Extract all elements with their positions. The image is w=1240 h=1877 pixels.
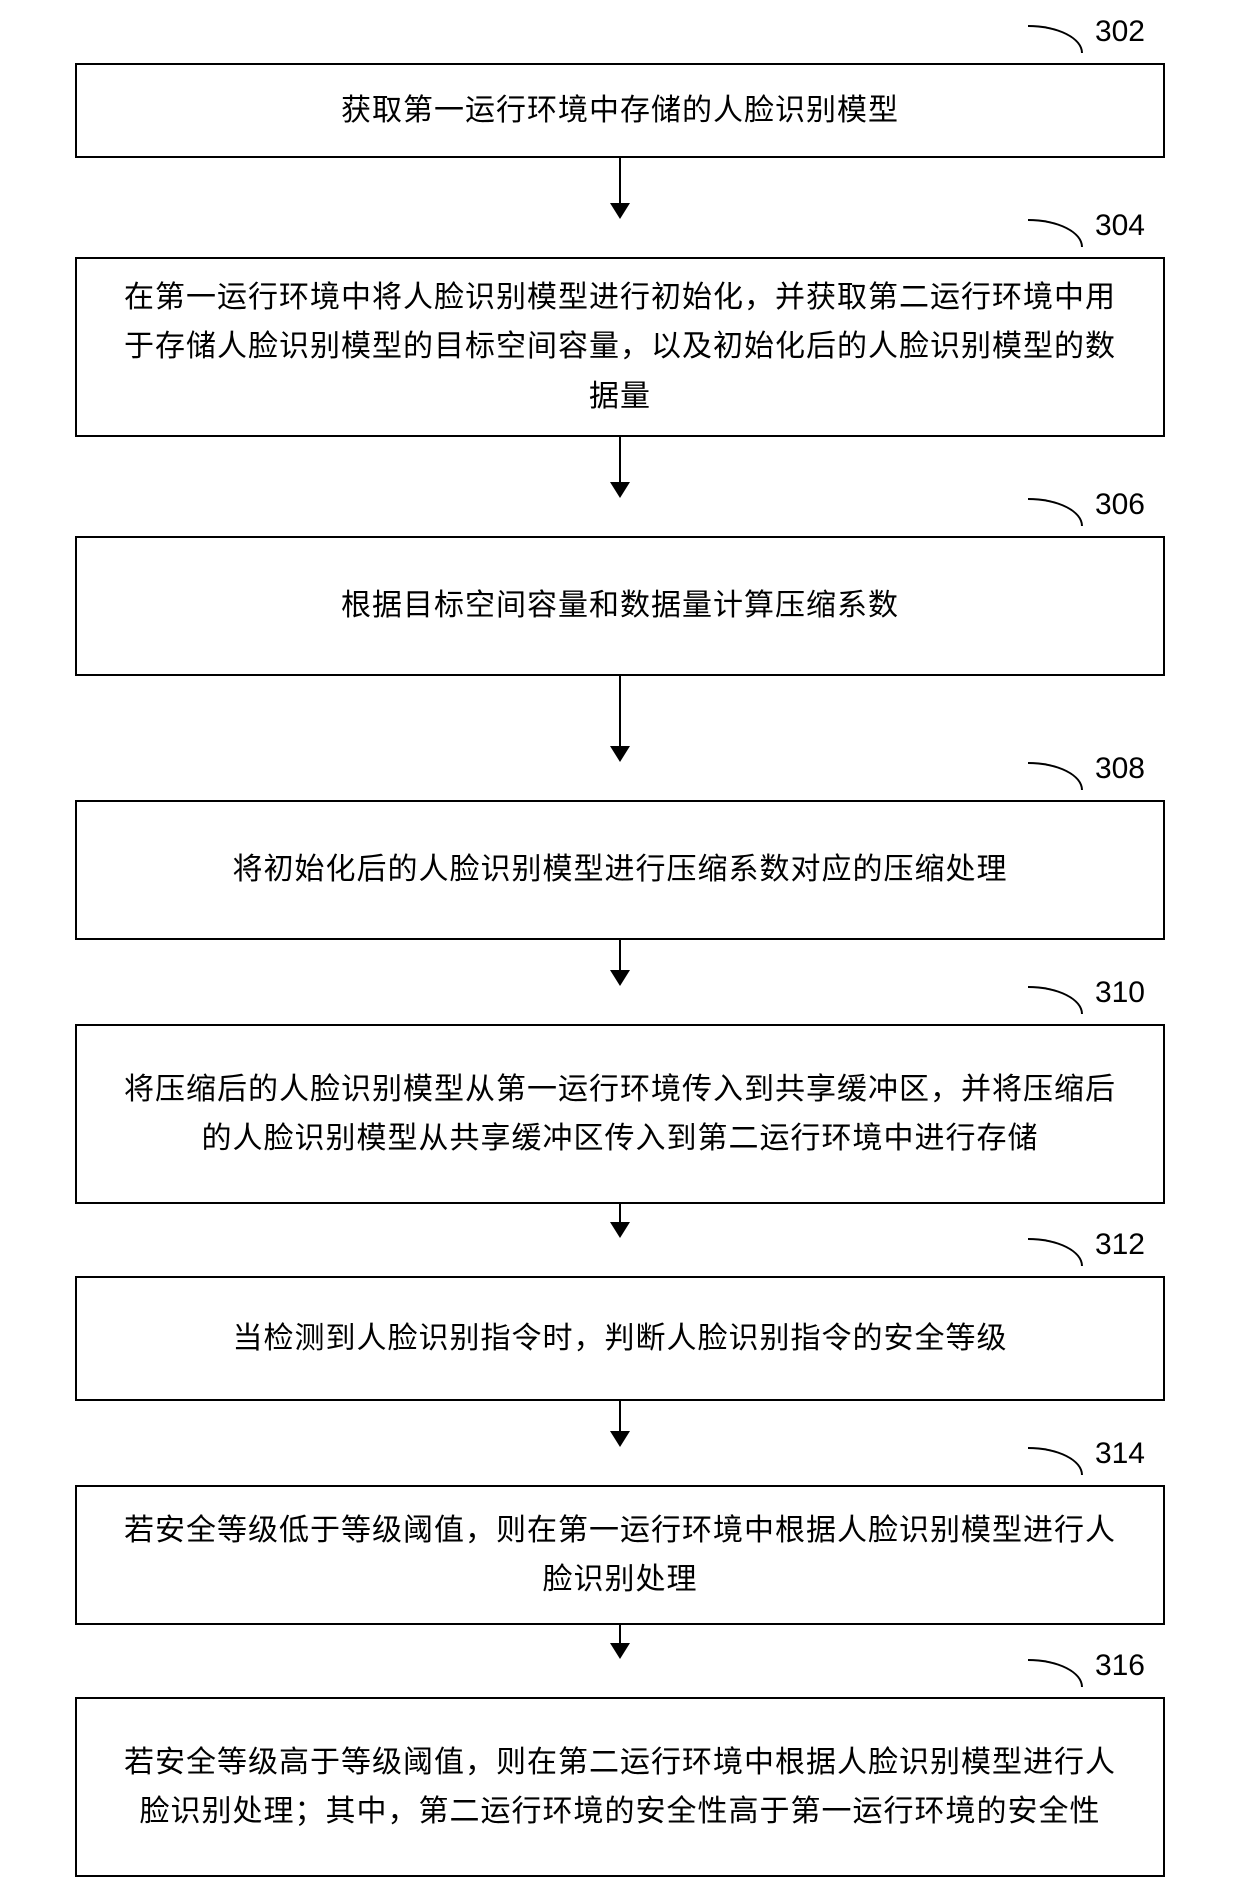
step-308-box: 将初始化后的人脸识别模型进行压缩系数对应的压缩处理 (75, 800, 1165, 940)
step-316-number: 316 (1095, 1651, 1145, 1681)
step-308-wrapper: 308 将初始化后的人脸识别模型进行压缩系数对应的压缩处理 (75, 800, 1165, 940)
arrow-line (619, 1401, 622, 1431)
arrow-line (619, 437, 622, 482)
arrow-head-icon (610, 1431, 630, 1447)
step-306-label: 306 (1028, 498, 1145, 528)
step-306-box: 根据目标空间容量和数据量计算压缩系数 (75, 536, 1165, 676)
step-308-text: 将初始化后的人脸识别模型进行压缩系数对应的压缩处理 (233, 845, 1008, 895)
arrow-308-310 (75, 940, 1165, 986)
step-304-wrapper: 304 在第一运行环境中将人脸识别模型进行初始化，并获取第二运行环境中用于存储人… (75, 257, 1165, 437)
step-310-box: 将压缩后的人脸识别模型从第一运行环境传入到共享缓冲区，并将压缩后的人脸识别模型从… (75, 1024, 1165, 1204)
step-314-box: 若安全等级低于等级阈值，则在第一运行环境中根据人脸识别模型进行人脸识别处理 (75, 1485, 1165, 1625)
step-312-number: 312 (1095, 1230, 1145, 1260)
label-curve-icon (1028, 1238, 1083, 1266)
label-curve-icon (1028, 25, 1083, 53)
step-302-text: 获取第一运行环境中存储的人脸识别模型 (341, 86, 899, 136)
arrow-304-306 (75, 437, 1165, 498)
arrow-line (619, 676, 622, 746)
step-316-label: 316 (1028, 1659, 1145, 1689)
step-302-number: 302 (1095, 17, 1145, 47)
step-316-box: 若安全等级高于等级阈值，则在第二运行环境中根据人脸识别模型进行人脸识别处理；其中… (75, 1697, 1165, 1877)
step-312-text: 当检测到人脸识别指令时，判断人脸识别指令的安全等级 (233, 1314, 1008, 1364)
step-304-box: 在第一运行环境中将人脸识别模型进行初始化，并获取第二运行环境中用于存储人脸识别模… (75, 257, 1165, 437)
step-302-label: 302 (1028, 25, 1145, 55)
step-312-label: 312 (1028, 1238, 1145, 1268)
step-316-wrapper: 316 若安全等级高于等级阈值，则在第二运行环境中根据人脸识别模型进行人脸识别处… (75, 1697, 1165, 1877)
step-306-wrapper: 306 根据目标空间容量和数据量计算压缩系数 (75, 536, 1165, 676)
arrow-line (619, 940, 622, 970)
arrow-head-icon (610, 1222, 630, 1238)
step-302-wrapper: 302 获取第一运行环境中存储的人脸识别模型 (75, 63, 1165, 158)
label-curve-icon (1028, 762, 1083, 790)
step-304-label: 304 (1028, 219, 1145, 249)
arrow-302-304 (75, 158, 1165, 219)
step-310-number: 310 (1095, 978, 1145, 1008)
label-curve-icon (1028, 498, 1083, 526)
arrow-head-icon (610, 482, 630, 498)
step-312-wrapper: 312 当检测到人脸识别指令时，判断人脸识别指令的安全等级 (75, 1276, 1165, 1401)
arrow-310-312 (75, 1204, 1165, 1238)
step-310-label: 310 (1028, 986, 1145, 1016)
step-312-box: 当检测到人脸识别指令时，判断人脸识别指令的安全等级 (75, 1276, 1165, 1401)
label-curve-icon (1028, 1659, 1083, 1687)
step-306-text: 根据目标空间容量和数据量计算压缩系数 (341, 581, 899, 631)
step-314-text: 若安全等级低于等级阈值，则在第一运行环境中根据人脸识别模型进行人脸识别处理 (117, 1506, 1123, 1605)
flowchart-container: 302 获取第一运行环境中存储的人脸识别模型 304 在第一运行环境中将人脸识别… (75, 25, 1165, 1877)
step-304-text: 在第一运行环境中将人脸识别模型进行初始化，并获取第二运行环境中用于存储人脸识别模… (117, 273, 1123, 422)
step-304-number: 304 (1095, 211, 1145, 241)
step-308-number: 308 (1095, 754, 1145, 784)
arrow-312-314 (75, 1401, 1165, 1447)
step-306-number: 306 (1095, 490, 1145, 520)
step-310-text: 将压缩后的人脸识别模型从第一运行环境传入到共享缓冲区，并将压缩后的人脸识别模型从… (117, 1065, 1123, 1164)
arrow-306-308 (75, 676, 1165, 762)
step-302-box: 获取第一运行环境中存储的人脸识别模型 (75, 63, 1165, 158)
step-314-label: 314 (1028, 1447, 1145, 1477)
label-curve-icon (1028, 219, 1083, 247)
step-308-label: 308 (1028, 762, 1145, 792)
arrow-head-icon (610, 203, 630, 219)
step-314-number: 314 (1095, 1439, 1145, 1469)
arrow-head-icon (610, 970, 630, 986)
arrow-head-icon (610, 1643, 630, 1659)
arrow-314-316 (75, 1625, 1165, 1659)
step-314-wrapper: 314 若安全等级低于等级阈值，则在第一运行环境中根据人脸识别模型进行人脸识别处… (75, 1485, 1165, 1625)
label-curve-icon (1028, 986, 1083, 1014)
step-316-text: 若安全等级高于等级阈值，则在第二运行环境中根据人脸识别模型进行人脸识别处理；其中… (117, 1738, 1123, 1837)
arrow-head-icon (610, 746, 630, 762)
arrow-line (619, 1204, 622, 1222)
arrow-line (619, 158, 622, 203)
label-curve-icon (1028, 1447, 1083, 1475)
arrow-line (619, 1625, 622, 1643)
step-310-wrapper: 310 将压缩后的人脸识别模型从第一运行环境传入到共享缓冲区，并将压缩后的人脸识… (75, 1024, 1165, 1204)
